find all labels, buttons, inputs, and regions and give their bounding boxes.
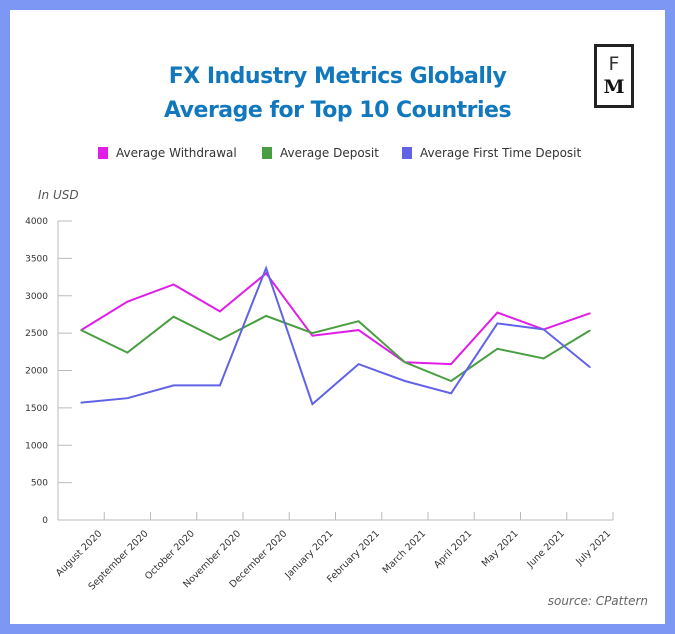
logo-letter-m: M: [603, 76, 625, 98]
data-point: [589, 329, 591, 332]
y-tick-label: 0: [42, 516, 48, 526]
y-tick-label: 2500: [25, 329, 48, 339]
data-point: [311, 332, 314, 334]
data-point: [126, 351, 129, 354]
y-tick-label: 3000: [25, 292, 48, 302]
data-point: [219, 339, 221, 341]
legend-label-withdrawal: Average Withdrawal: [116, 146, 237, 160]
series-line-average-first-time-deposit: [81, 265, 591, 406]
series-line-average-deposit: [80, 314, 591, 383]
series-line-average-withdrawal: [80, 271, 591, 366]
y-tick-label: 1500: [25, 404, 48, 414]
x-tick-label: August 2020: [54, 528, 105, 579]
chart-subtitle: Average for Top 10 Countries: [163, 98, 512, 123]
source-note: source: CPattern: [547, 594, 648, 608]
y-tick-label: 4000: [25, 217, 48, 227]
data-point: [126, 300, 129, 303]
y-tick-label: 3500: [25, 254, 48, 264]
legend: Average Withdrawal Average Deposit Avera…: [0, 146, 675, 164]
data-point: [172, 283, 175, 286]
data-point: [496, 348, 499, 350]
chart-card: [10, 10, 665, 624]
data-point: [404, 361, 406, 364]
data-point: [589, 366, 591, 368]
legend-label-first-time-deposit: Average First Time Deposit: [420, 146, 582, 160]
x-tick-label: May 2021: [480, 528, 521, 569]
legend-item-withdrawal: Average Withdrawal: [98, 146, 237, 160]
data-point: [126, 397, 129, 399]
x-tick-label: March 2021: [381, 528, 428, 575]
x-tick-label: July 2021: [573, 528, 613, 568]
data-point: [496, 311, 499, 314]
data-point: [265, 315, 267, 317]
data-point: [357, 363, 360, 365]
legend-item-deposit: Average Deposit: [262, 146, 379, 160]
legend-item-first-time-deposit: Average First Time Deposit: [402, 146, 581, 160]
y-tick-label: 1000: [25, 441, 48, 451]
legend-swatch-withdrawal: [98, 147, 108, 159]
data-point: [80, 329, 82, 331]
legend-label-deposit: Average Deposit: [280, 146, 379, 160]
fm-logo: F M: [594, 44, 634, 108]
data-point: [172, 315, 175, 318]
data-point: [542, 357, 545, 360]
y-axis-unit-label: In USD: [38, 188, 79, 202]
legend-swatch-deposit: [262, 147, 272, 159]
data-point: [404, 380, 406, 382]
data-point: [357, 320, 360, 322]
data-point: [80, 401, 82, 404]
logo-letter-f: F: [608, 53, 620, 75]
chart-title: FX Industry Metrics Globally: [168, 64, 507, 89]
data-point: [542, 328, 545, 331]
data-point: [496, 322, 499, 325]
data-point: [265, 267, 267, 269]
data-point: [450, 380, 452, 382]
data-point: [311, 403, 314, 405]
data-point: [450, 363, 452, 365]
data-point: [589, 312, 591, 315]
data-point: [219, 310, 221, 313]
legend-swatch-first-time-deposit: [402, 147, 412, 159]
y-tick-label: 500: [31, 479, 48, 489]
data-point: [219, 384, 221, 387]
x-tick-label: April 2021: [432, 528, 474, 570]
data-point: [450, 392, 452, 395]
data-point: [265, 272, 267, 275]
data-point: [357, 329, 360, 331]
y-tick-label: 2000: [25, 367, 48, 377]
data-point: [311, 334, 314, 337]
x-tick-label: June 2021: [525, 528, 567, 570]
data-point: [172, 384, 175, 387]
